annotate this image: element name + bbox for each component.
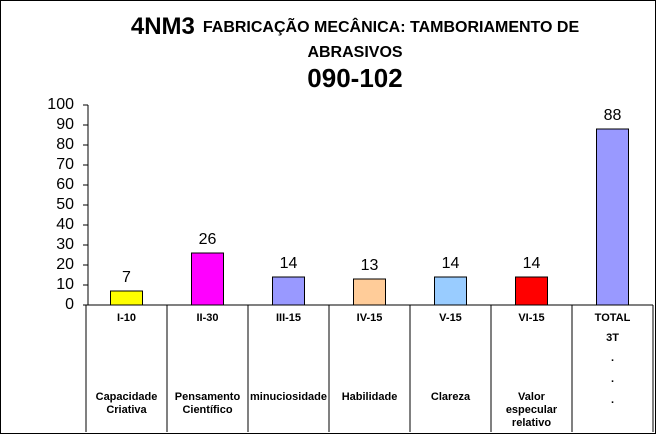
category-description: minuciosidade: [250, 391, 327, 403]
chart-subtitle: FABRICAÇÃO MECÂNICA: TAMBORIAMENTO DE: [203, 16, 580, 36]
y-tick-label: 0: [65, 296, 74, 313]
x-tick-label: TOTAL: [595, 312, 631, 324]
category-description: Habilidade: [342, 391, 398, 403]
x-tick-label: IV-15: [357, 312, 383, 324]
bar: [272, 276, 305, 306]
chart-subtitle: ABRASIVOS: [307, 44, 402, 61]
category-description: Científico: [182, 404, 232, 416]
x-tick-label: VI-15: [518, 312, 544, 324]
value-label: 88: [604, 107, 622, 124]
y-tick-label: 60: [56, 176, 74, 193]
y-tick-label: 10: [56, 276, 74, 293]
value-label: 14: [280, 255, 298, 272]
category-description: .: [611, 394, 614, 406]
y-tick-label: 30: [56, 236, 74, 253]
x-tick-label: III-15: [276, 312, 301, 324]
y-tick-label: 70: [56, 156, 74, 173]
category-description: Clareza: [431, 391, 471, 403]
bar: [434, 276, 467, 306]
bar: [596, 128, 629, 306]
y-tick-label: 40: [56, 216, 74, 233]
y-tick-label: 20: [56, 256, 74, 273]
bar: [110, 290, 143, 306]
bar: [515, 276, 548, 306]
category-description: .: [611, 373, 614, 385]
x-tick-label: I-10: [117, 312, 136, 324]
category-description: especular: [506, 404, 558, 416]
category-description: Pensamento: [175, 391, 241, 403]
category-description: relativo: [512, 417, 551, 429]
bar: [191, 252, 224, 306]
value-label: 26: [199, 231, 217, 248]
x-tick-label: II-30: [196, 312, 218, 324]
chart-title: 4NM3: [131, 13, 195, 40]
value-label: 14: [442, 255, 460, 272]
y-tick-label: 100: [47, 96, 74, 113]
value-label: 14: [523, 255, 541, 272]
bar: [353, 278, 386, 306]
category-description: Criativa: [106, 404, 147, 416]
value-label: 13: [361, 257, 379, 274]
y-tick-label: 90: [56, 116, 74, 133]
chart-title-line: 4NM3 FABRICAÇÃO MECÂNICA: TAMBORIAMENTO D…: [131, 13, 580, 40]
chart-code: 090-102: [307, 63, 402, 93]
x-tick-label: V-15: [439, 312, 462, 324]
category-description: Capacidade: [96, 391, 158, 403]
y-tick-label: 50: [56, 196, 74, 213]
x-sublabel: 3T: [606, 332, 619, 344]
y-tick-label: 80: [56, 136, 74, 153]
category-description: .: [611, 352, 614, 364]
value-label: 7: [122, 269, 131, 286]
category-description: Valor: [518, 391, 546, 403]
